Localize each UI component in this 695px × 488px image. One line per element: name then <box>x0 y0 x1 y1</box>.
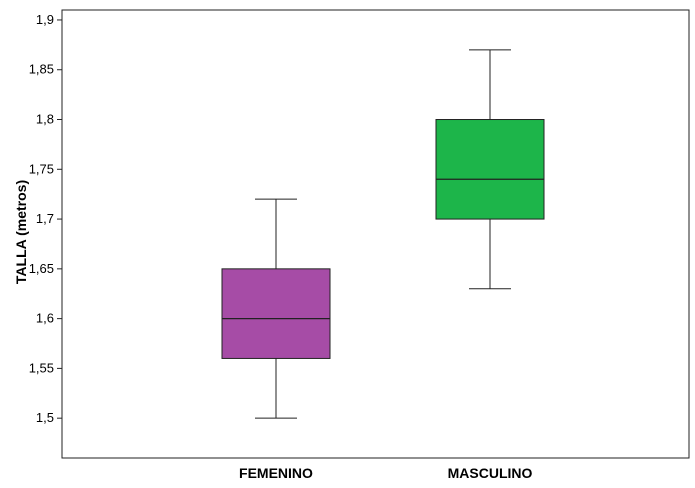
y-axis-title: TALLA (metros) <box>13 180 29 284</box>
y-tick-label: 1,9 <box>36 12 54 27</box>
y-tick-label: 1,5 <box>36 410 54 425</box>
y-tick-label: 1,55 <box>29 360 54 375</box>
plot-frame <box>61 9 690 459</box>
x-category-label: FEMENINO <box>239 465 313 481</box>
y-tick-label: 1,7 <box>36 211 54 226</box>
iqr-box <box>221 268 331 359</box>
y-ticks-group: 1,5 1,55 1,6 1,65 1,7 1,75 1,8 1,85 1,9 <box>29 12 62 425</box>
iqr-box <box>435 119 545 220</box>
box-masculino <box>435 49 545 290</box>
boxes-group <box>221 49 545 419</box>
x-category-label: MASCULINO <box>448 465 533 481</box>
y-tick-label: 1,75 <box>29 161 54 176</box>
y-tick-label: 1,6 <box>36 311 54 326</box>
box-femenino <box>221 198 331 419</box>
x-labels-group: FEMENINO MASCULINO <box>239 465 532 481</box>
y-tick-label: 1,65 <box>29 261 54 276</box>
y-tick-label: 1,8 <box>36 112 54 127</box>
y-tick-label: 1,85 <box>29 62 54 77</box>
